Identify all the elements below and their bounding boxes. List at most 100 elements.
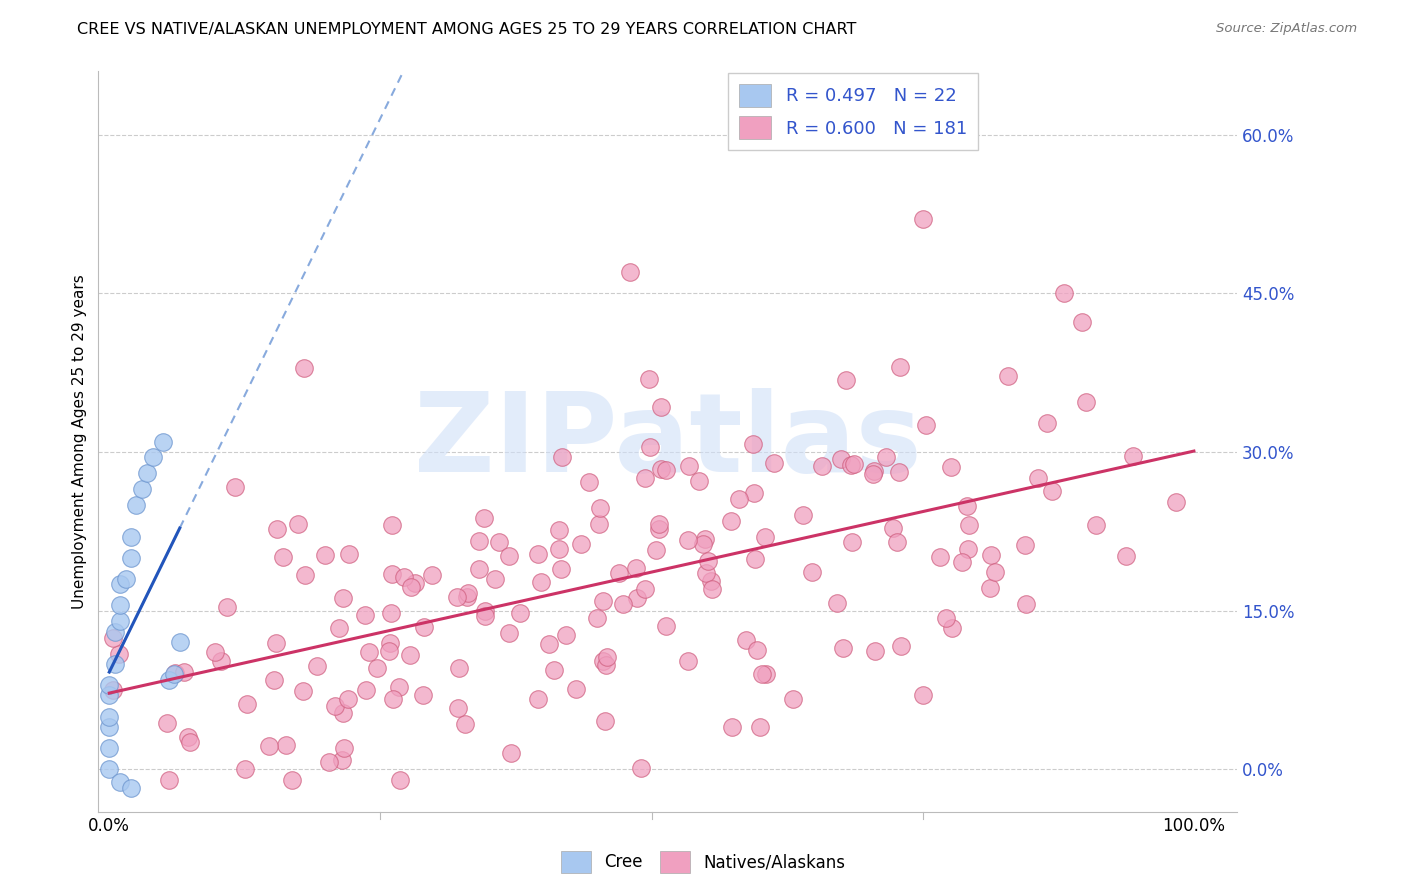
Point — [676, 533, 699, 547]
Point — [595, 658, 617, 673]
Point — [593, 714, 616, 729]
Point — [742, 437, 765, 451]
Text: ZIPatlas: ZIPatlas — [413, 388, 922, 495]
Point — [98, 741, 121, 756]
Point — [294, 567, 316, 582]
Point — [271, 549, 294, 564]
Point — [332, 706, 354, 720]
Point — [862, 467, 884, 482]
Point — [654, 463, 676, 477]
Point — [755, 666, 778, 681]
Point — [596, 650, 619, 665]
Point — [941, 621, 963, 635]
Point — [159, 772, 181, 787]
Point — [1015, 597, 1038, 611]
Point — [337, 548, 360, 562]
Point — [997, 368, 1019, 383]
Point — [634, 582, 657, 597]
Point — [323, 699, 346, 714]
Point — [173, 665, 195, 680]
Point — [638, 440, 661, 454]
Point — [984, 565, 1007, 579]
Point — [354, 607, 377, 622]
Point — [980, 548, 1002, 562]
Point — [378, 636, 401, 650]
Point — [543, 663, 565, 677]
Point — [720, 514, 742, 528]
Point — [911, 689, 934, 703]
Point — [509, 606, 531, 620]
Point — [157, 673, 180, 687]
Point — [886, 534, 908, 549]
Point — [956, 499, 979, 513]
Point — [865, 643, 887, 657]
Point — [1053, 286, 1076, 301]
Point — [468, 534, 491, 549]
Point — [735, 633, 758, 648]
Point — [294, 360, 316, 375]
Point — [332, 753, 354, 767]
Point — [274, 738, 297, 752]
Point — [957, 518, 980, 533]
Point — [650, 462, 672, 476]
Point — [98, 689, 121, 703]
Point — [125, 498, 148, 512]
Point — [863, 464, 886, 478]
Point — [747, 643, 769, 657]
Point — [305, 659, 328, 673]
Point — [782, 691, 804, 706]
Point — [751, 667, 773, 681]
Point — [399, 648, 422, 662]
Point — [328, 622, 350, 636]
Point — [456, 590, 478, 604]
Text: Source: ZipAtlas.com: Source: ZipAtlas.com — [1216, 22, 1357, 36]
Point — [104, 657, 127, 671]
Point — [257, 739, 280, 753]
Point — [889, 359, 911, 374]
Point — [142, 450, 165, 465]
Point — [179, 735, 201, 749]
Point — [498, 626, 520, 640]
Point — [749, 720, 772, 734]
Point — [474, 604, 496, 618]
Legend: Cree, Natives/Alaskans: Cree, Natives/Alaskans — [554, 845, 852, 880]
Point — [569, 537, 592, 551]
Point — [956, 542, 979, 557]
Point — [634, 470, 657, 484]
Point — [209, 654, 232, 668]
Point — [131, 482, 153, 496]
Point — [526, 692, 548, 706]
Point — [381, 691, 404, 706]
Point — [287, 517, 309, 532]
Point — [586, 611, 609, 625]
Point — [700, 574, 723, 588]
Point — [114, 572, 136, 586]
Point — [882, 521, 904, 535]
Point — [215, 599, 238, 614]
Point — [720, 720, 742, 734]
Point — [875, 450, 897, 464]
Point — [935, 610, 957, 624]
Point — [98, 709, 121, 723]
Point — [446, 590, 468, 604]
Point — [120, 550, 142, 565]
Point — [163, 667, 186, 681]
Point — [811, 459, 834, 474]
Point — [929, 549, 952, 564]
Point — [607, 566, 630, 581]
Point — [381, 517, 404, 532]
Point — [280, 772, 302, 787]
Point — [1026, 471, 1049, 485]
Point — [555, 628, 578, 642]
Point — [412, 688, 434, 702]
Point — [578, 475, 600, 490]
Point — [676, 653, 699, 667]
Point — [1164, 495, 1187, 509]
Point — [742, 486, 765, 500]
Point — [548, 542, 571, 557]
Point — [499, 746, 522, 760]
Point — [648, 522, 671, 536]
Point — [655, 619, 678, 633]
Text: CREE VS NATIVE/ALASKAN UNEMPLOYMENT AMONG AGES 25 TO 29 YEARS CORRELATION CHART: CREE VS NATIVE/ALASKAN UNEMPLOYMENT AMON… — [77, 22, 856, 37]
Point — [498, 549, 520, 563]
